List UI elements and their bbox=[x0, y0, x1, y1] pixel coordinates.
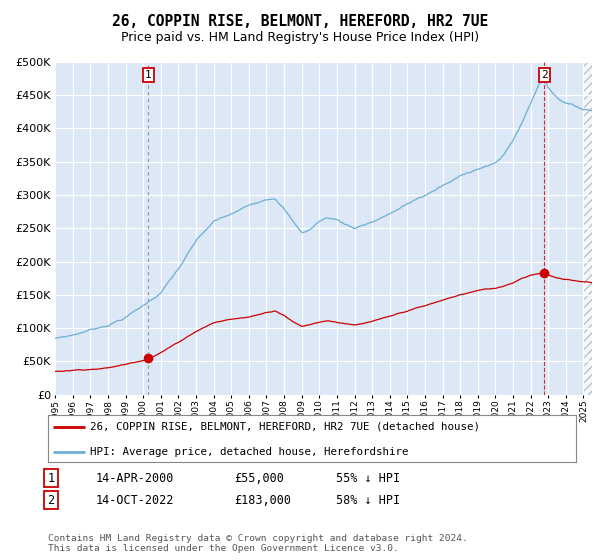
Text: 1: 1 bbox=[145, 70, 152, 80]
Text: 2: 2 bbox=[47, 493, 55, 506]
Text: 55% ↓ HPI: 55% ↓ HPI bbox=[336, 472, 400, 484]
Text: 14-APR-2000: 14-APR-2000 bbox=[96, 472, 175, 484]
Text: Contains HM Land Registry data © Crown copyright and database right 2024.
This d: Contains HM Land Registry data © Crown c… bbox=[48, 534, 468, 553]
Text: 2: 2 bbox=[541, 70, 548, 80]
Text: 1: 1 bbox=[47, 472, 55, 484]
Text: 14-OCT-2022: 14-OCT-2022 bbox=[96, 493, 175, 506]
Text: 26, COPPIN RISE, BELMONT, HEREFORD, HR2 7UE (detached house): 26, COPPIN RISE, BELMONT, HEREFORD, HR2 … bbox=[90, 422, 480, 432]
Text: HPI: Average price, detached house, Herefordshire: HPI: Average price, detached house, Here… bbox=[90, 447, 409, 456]
Text: £55,000: £55,000 bbox=[234, 472, 284, 484]
Text: Price paid vs. HM Land Registry's House Price Index (HPI): Price paid vs. HM Land Registry's House … bbox=[121, 31, 479, 44]
Text: 58% ↓ HPI: 58% ↓ HPI bbox=[336, 493, 400, 506]
Text: 26, COPPIN RISE, BELMONT, HEREFORD, HR2 7UE: 26, COPPIN RISE, BELMONT, HEREFORD, HR2 … bbox=[112, 14, 488, 29]
Text: £183,000: £183,000 bbox=[234, 493, 291, 506]
